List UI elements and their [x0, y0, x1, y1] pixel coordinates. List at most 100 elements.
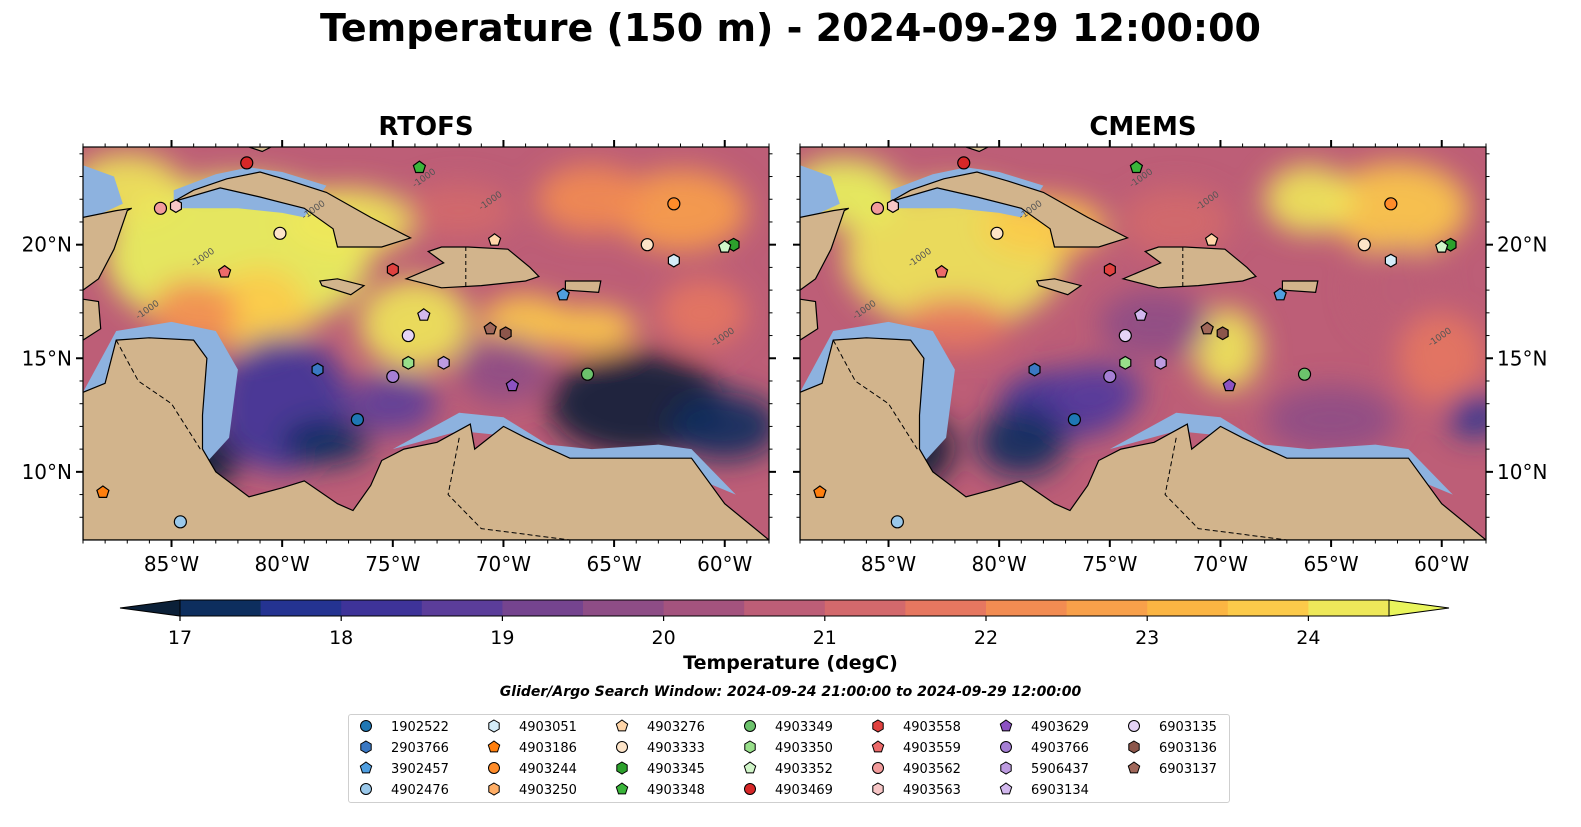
legend-marker-4903244: [488, 762, 500, 774]
contour-label: -1000: [1194, 190, 1221, 213]
platform-marker-4903352: [1435, 239, 1449, 253]
platform-marker-4903469: [957, 156, 971, 170]
colorbar-extend-low: [119, 599, 181, 617]
platform-marker: [1028, 362, 1041, 377]
x-tick-label: 75°W: [1082, 552, 1137, 576]
map-frame: [799, 146, 1487, 541]
platform-marker-4903186: [96, 485, 110, 498]
colorbar-tick-label: 22: [974, 627, 998, 649]
legend-label: 4903186: [519, 741, 577, 756]
platform-marker: [350, 413, 364, 427]
colorbar-bin: [583, 600, 665, 616]
platform-marker-4903562: [153, 201, 168, 215]
platform-legend: 1902522 2903766 3902457 4902476 4903051 49031…: [348, 714, 1230, 803]
contour-label: -1000: [1427, 326, 1454, 349]
colorbar-tick-label: 21: [813, 627, 837, 649]
x-tick-label: 60°W: [697, 552, 752, 576]
legend-marker-4903186: [487, 740, 501, 753]
platform-marker: [1384, 197, 1398, 211]
y-tick-label: 20°N: [1497, 233, 1547, 257]
legend-marker-2903766: [360, 740, 372, 754]
platform-marker-4903558: [1103, 262, 1116, 277]
x-tick-label: 60°W: [1414, 552, 1469, 576]
legend-label: 4903469: [775, 783, 833, 798]
platform-marker-4903766: [386, 369, 400, 384]
platform-marker-6903137: [483, 321, 497, 335]
legend-label: 3902457: [391, 762, 449, 777]
platform-marker-4903563: [169, 199, 182, 214]
platform-marker-6903137: [1200, 321, 1214, 335]
colorbar-bin: [1308, 600, 1390, 616]
platform-marker-5906437: [437, 355, 450, 370]
legend-label: 4903244: [519, 762, 577, 777]
legend-marker-4903469: [744, 783, 756, 795]
platform-marker-4903559: [934, 264, 949, 278]
legend-marker-4903766: [1000, 741, 1012, 753]
map-frame: [82, 146, 770, 541]
platform-marker: [990, 226, 1004, 240]
platform-marker-6903134: [1134, 308, 1148, 321]
platform-marker-4903349: [1297, 367, 1312, 381]
platform-marker-4903352: [718, 239, 732, 253]
map-cmems: -1000 -1000 -1000 -1000 -1000 -1000: [800, 147, 1486, 540]
legend-label: 4903345: [647, 762, 705, 777]
platform-marker-4903348: [1129, 160, 1144, 174]
legend-marker-4903349: [744, 720, 756, 732]
colorbar-tick-label: 20: [652, 627, 676, 649]
colorbar-tick-label: 19: [490, 627, 514, 649]
colorbar-bin: [663, 600, 745, 616]
y-tick-label: 15°N: [1497, 346, 1547, 370]
platform-marker-4902476: [173, 515, 187, 529]
contour-label: -1000: [190, 247, 217, 270]
legend-label: 4903629: [1031, 720, 1089, 735]
x-tick-label: 65°W: [586, 552, 641, 576]
contour-label: -1000: [1128, 167, 1155, 190]
platform-marker-4903629: [505, 378, 520, 392]
platform-marker-4903276: [487, 233, 502, 246]
platform-marker-6903134: [417, 308, 431, 321]
legend-marker-4903562: [872, 762, 884, 774]
colorbar-bin: [341, 600, 423, 616]
x-tick-label: 75°W: [365, 552, 420, 576]
platform-marker-6903135: [401, 328, 415, 343]
colorbar-bin: [260, 600, 342, 616]
colorbar-tick-label: 23: [1135, 627, 1159, 649]
legend-label: 6903136: [1159, 741, 1217, 756]
legend-marker-4903051: [488, 719, 500, 733]
colorbar-bin: [421, 600, 503, 616]
legend-marker-5906437: [1000, 761, 1012, 775]
colorbar-bin: [905, 600, 987, 616]
colorbar-extend-high: [1388, 599, 1450, 617]
colorbar-tick-label: 24: [1296, 627, 1320, 649]
x-tick-label: 80°W: [972, 552, 1027, 576]
platform-marker-4903349: [580, 367, 595, 381]
platform-marker: [273, 226, 287, 240]
legend-label: 4903559: [903, 741, 961, 756]
contour-label: -1000: [710, 326, 737, 349]
legend-label: 4903276: [647, 720, 705, 735]
platform-marker-4903350: [1119, 355, 1132, 370]
legend-label: 6903137: [1159, 762, 1217, 777]
platform-marker-4903186: [813, 485, 827, 498]
legend-marker-4903350: [744, 740, 756, 754]
colorbar-tick-label: 18: [329, 627, 353, 649]
platform-marker-6903135: [1118, 328, 1132, 343]
x-tick-label: 65°W: [1303, 552, 1358, 576]
platform-marker-4903345: [727, 237, 740, 252]
legend-marker-4903563: [872, 782, 884, 796]
legend-label: 4903051: [519, 720, 577, 735]
platform-marker-4903051: [667, 253, 680, 268]
legend-marker-6903135: [1128, 720, 1140, 732]
x-tick-label: 70°W: [1193, 552, 1248, 576]
platform-marker: [667, 197, 681, 211]
legend-label: 4903352: [775, 762, 833, 777]
x-tick-label: 85°W: [144, 552, 199, 576]
legend-label: 1902522: [391, 720, 449, 735]
legend-marker-4902476: [360, 783, 372, 795]
platform-marker-4903051: [1384, 253, 1397, 268]
platform-marker-4903350: [402, 355, 415, 370]
legend-label: 6903135: [1159, 720, 1217, 735]
legend-marker-4903352: [743, 761, 757, 774]
legend-label: 4902476: [391, 783, 449, 798]
colorbar-bin: [502, 600, 584, 616]
